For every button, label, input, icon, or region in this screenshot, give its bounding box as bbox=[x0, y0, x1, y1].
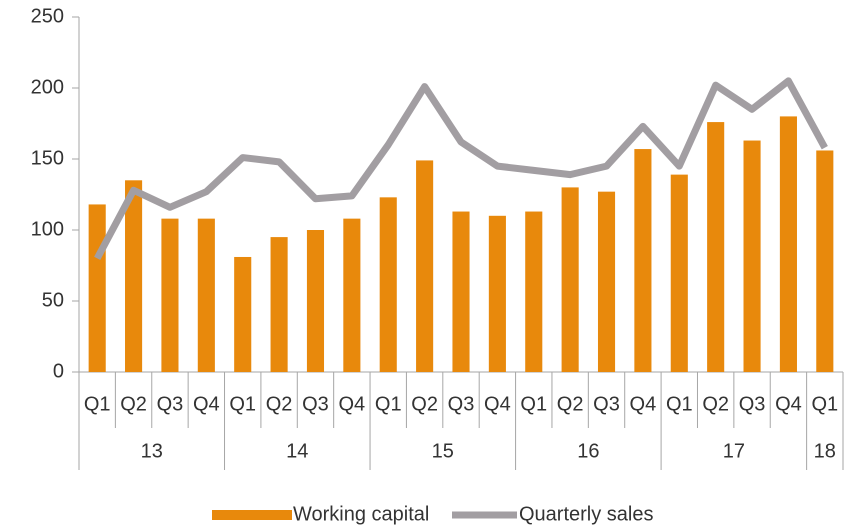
x-tick-label: Q2 bbox=[411, 393, 438, 415]
bar bbox=[306, 230, 325, 372]
bar bbox=[634, 149, 652, 372]
x-tick-label: Q2 bbox=[557, 393, 584, 415]
bar bbox=[161, 218, 179, 372]
group-label: 17 bbox=[723, 440, 745, 462]
legend-label: Quarterly sales bbox=[519, 503, 654, 525]
x-tick-label: Q4 bbox=[775, 393, 802, 415]
x-tick-label: Q3 bbox=[739, 393, 766, 415]
x-tick-label: Q2 bbox=[266, 393, 293, 415]
group-label: 13 bbox=[141, 440, 163, 462]
x-tick-label: Q1 bbox=[520, 393, 547, 415]
group-label: 18 bbox=[814, 440, 836, 462]
x-tick-label: Q4 bbox=[339, 393, 366, 415]
y-tick-label: 150 bbox=[31, 147, 64, 169]
bar bbox=[197, 218, 215, 372]
bar bbox=[707, 122, 725, 372]
bar bbox=[670, 174, 688, 372]
x-tick-label: Q3 bbox=[157, 393, 184, 415]
y-tick-label: 0 bbox=[53, 360, 64, 382]
legend-label: Working capital bbox=[293, 503, 429, 525]
bar bbox=[125, 180, 143, 372]
y-tick-label: 100 bbox=[31, 218, 64, 240]
x-tick-label: Q4 bbox=[193, 393, 220, 415]
y-tick-label: 50 bbox=[42, 289, 64, 311]
x-tick-label: Q4 bbox=[484, 393, 511, 415]
group-label: 15 bbox=[432, 440, 454, 462]
legend-swatch bbox=[212, 510, 292, 520]
line bbox=[94, 77, 828, 261]
x-tick-label: Q1 bbox=[375, 393, 402, 415]
y-tick-label: 200 bbox=[31, 76, 64, 98]
x-tick-label: Q2 bbox=[120, 393, 147, 415]
x-tick-label: Q1 bbox=[229, 393, 256, 415]
x-tick-label: Q4 bbox=[630, 393, 657, 415]
bar bbox=[525, 211, 543, 372]
bar bbox=[488, 215, 506, 372]
bar bbox=[597, 191, 616, 372]
bar bbox=[343, 218, 361, 372]
bar bbox=[743, 140, 761, 372]
x-tick-label: Q2 bbox=[702, 393, 729, 415]
x-tick-label: Q1 bbox=[666, 393, 693, 415]
x-tick-label: Q3 bbox=[302, 393, 329, 415]
y-tick-label: 250 bbox=[31, 5, 64, 27]
x-tick-label: Q3 bbox=[448, 393, 475, 415]
group-label: 14 bbox=[286, 440, 308, 462]
bar bbox=[379, 197, 397, 372]
bar bbox=[561, 187, 579, 372]
bar bbox=[270, 237, 288, 372]
bar bbox=[234, 256, 252, 372]
x-tick-label: Q3 bbox=[593, 393, 620, 415]
bar bbox=[816, 150, 834, 372]
bar bbox=[452, 211, 470, 372]
bar bbox=[88, 204, 106, 372]
x-tick-label: Q1 bbox=[84, 393, 111, 415]
x-tick-label: Q1 bbox=[811, 393, 838, 415]
bar bbox=[416, 160, 434, 372]
group-label: 16 bbox=[577, 440, 599, 462]
bar bbox=[779, 116, 797, 373]
